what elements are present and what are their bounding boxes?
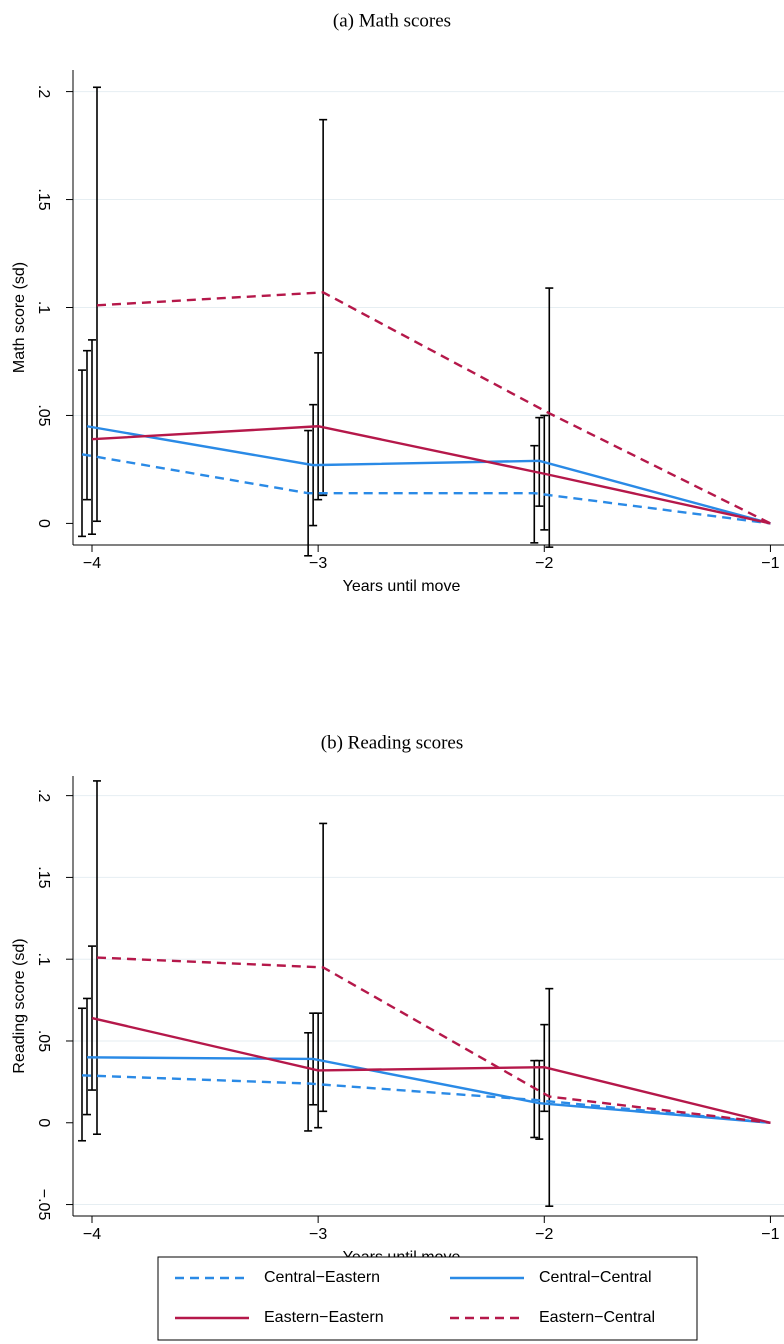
error-bar [77,1007,86,1142]
y-tick-label: −.05 [35,1189,52,1221]
series-line [91,1016,771,1124]
chart-title: (b) Reading scores [321,732,463,753]
legend-box [157,1256,698,1341]
error-bar [319,118,328,497]
y-tick-label: .15 [35,188,52,210]
error-bar [545,287,554,548]
series-line [86,1056,771,1124]
series-line [81,453,771,525]
y-tick-label: .05 [35,404,52,426]
y-tick-label: 0 [35,1118,52,1127]
series-line [81,1074,771,1124]
x-tick-label: −3 [309,1226,327,1243]
y-tick-label: .2 [35,789,52,802]
y-tick-label: .1 [35,301,52,314]
error-bar [82,349,91,501]
x-tick-label: −2 [535,555,553,572]
x-axis-label: Years until move [343,578,461,595]
chart-title: (a) Math scores [333,10,451,31]
x-tick-label: −1 [761,555,779,572]
x-tick-label: −4 [83,555,101,572]
y-tick-label: .2 [35,85,52,98]
error-bar [77,369,86,538]
x-tick-label: −4 [83,1226,101,1243]
legend-label: Eastern−Eastern [264,1309,384,1326]
legend-label: Eastern−Central [539,1309,655,1326]
y-tick-label: .15 [35,866,52,888]
legend-label: Central−Eastern [264,1269,380,1286]
y-tick-label: .05 [35,1030,52,1052]
y-tick-label: 0 [35,519,52,528]
series-line [96,291,771,525]
y-axis-label: Math score (sd) [11,262,28,373]
x-tick-label: −2 [535,1226,553,1243]
y-tick-label: .1 [35,953,52,966]
error-bar [304,1032,313,1132]
legend-label: Central−Central [539,1269,652,1286]
x-tick-label: −3 [309,555,327,572]
x-tick-label: −1 [761,1226,779,1243]
series-line [91,425,771,525]
error-bar [92,780,101,1136]
error-bar [82,997,91,1116]
series-line [96,956,771,1124]
y-axis-label: Reading score (sd) [11,938,28,1073]
series-line [86,425,771,525]
error-bar [87,339,96,536]
